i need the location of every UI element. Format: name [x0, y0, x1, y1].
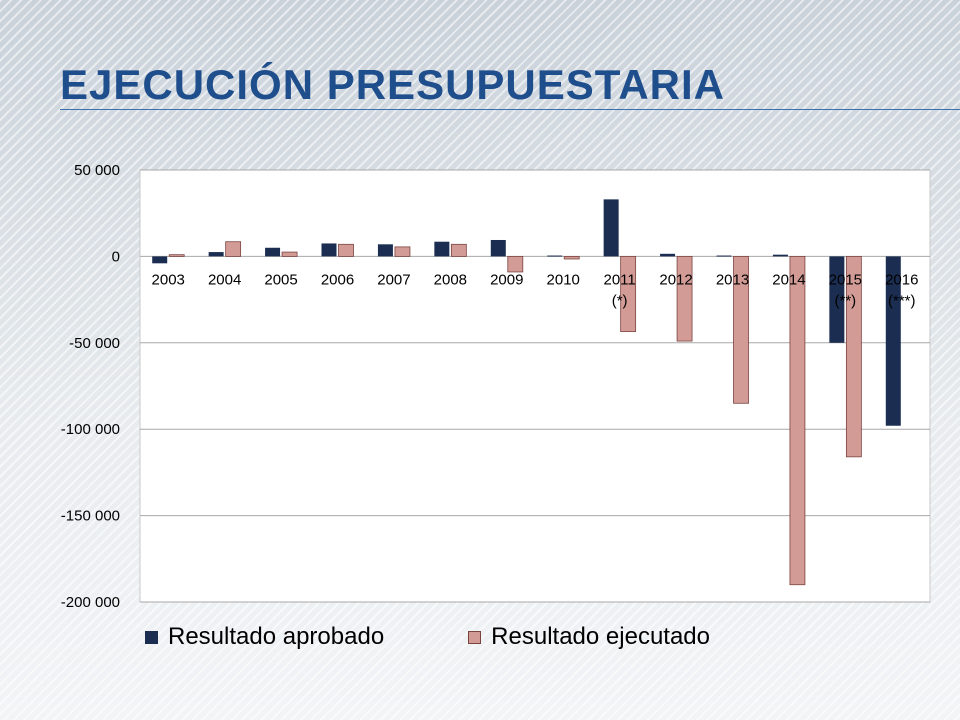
- legend: Resultado aprobado Resultado ejecutado: [145, 620, 935, 654]
- y-axis-labels: 50 000 0 -50 000 -100 000 -150 000 -200 000: [61, 162, 120, 611]
- bar-ejecutado: [168, 254, 185, 257]
- x-tick-label: 2008: [434, 271, 467, 288]
- bar-aprobado: [152, 256, 168, 264]
- y-tick-label: -200 000: [61, 594, 120, 611]
- bar-aprobado: [660, 253, 676, 257]
- bar-aprobado: [490, 239, 506, 257]
- x-tick-label: 2006: [321, 271, 354, 288]
- y-tick-label: -150 000: [61, 508, 120, 525]
- bar-ejecutado: [563, 255, 580, 260]
- legend-item-ejecutado: Resultado ejecutado: [468, 623, 710, 651]
- bar-ejecutado: [281, 251, 298, 257]
- bar-aprobado: [603, 199, 619, 257]
- title-underline: [60, 109, 960, 110]
- bar-aprobado: [829, 256, 845, 343]
- bar-ejecutado: [845, 255, 862, 458]
- x-tick-label: 2010: [547, 271, 580, 288]
- bar-ejecutado: [450, 243, 467, 257]
- bar-ejecutado: [676, 255, 693, 342]
- x-tick-label: 2009: [490, 271, 523, 288]
- bar-ejecutado: [620, 255, 637, 332]
- legend-label-ejecutado: Resultado ejecutado: [491, 623, 710, 650]
- bar-aprobado: [208, 252, 224, 257]
- x-tick-label: 2004: [208, 271, 241, 288]
- y-tick-label: 50 000: [74, 162, 120, 179]
- x-tick-label: 2007: [377, 271, 410, 288]
- x-tick-label: 2003: [152, 271, 185, 288]
- slide-title: Ejecución Presupuestaria: [60, 61, 725, 108]
- y-tick-label: -100 000: [61, 421, 120, 438]
- bar-ejecutado: [507, 255, 524, 273]
- bar-aprobado: [434, 241, 450, 257]
- bar-aprobado: [321, 243, 337, 257]
- bar-ejecutado: [733, 255, 749, 404]
- bar-ejecutado: [338, 243, 354, 257]
- x-tick-label: 2015 (**): [829, 271, 862, 309]
- bars: [152, 199, 901, 586]
- bar-aprobado: [716, 255, 732, 257]
- x-tick-label: 2013: [716, 271, 749, 288]
- x-axis-labels: 2003 2004 2005 2006 2007 2008 2009 2010 2011 (*) 2…: [152, 271, 919, 309]
- x-tick-label: 2005: [264, 271, 297, 288]
- bar-aprobado: [377, 244, 393, 257]
- x-tick-label: 2014: [772, 271, 805, 288]
- bar-ejecutado: [394, 246, 411, 257]
- legend-label-aprobado: Resultado aprobado: [168, 623, 385, 650]
- bar-aprobado: [265, 247, 281, 257]
- bar-ejecutado: [789, 255, 806, 586]
- legend-swatch-aprobado: [145, 630, 158, 644]
- bar-aprobado: [772, 254, 788, 257]
- x-tick-label: 2011 (*): [604, 271, 636, 309]
- x-tick-label: 2012: [659, 271, 692, 288]
- plot-area: [139, 169, 931, 603]
- y-tick-label: -50 000: [69, 335, 120, 352]
- bar-aprobado: [547, 255, 563, 257]
- legend-item-aprobado: Resultado aprobado: [145, 623, 384, 651]
- x-tick-label: 2016 (***): [885, 271, 918, 309]
- bar-ejecutado: [225, 241, 242, 257]
- bar-aprobado: [885, 256, 901, 426]
- legend-swatch-ejecutado: [468, 630, 482, 644]
- y-tick-label: 0: [112, 248, 120, 265]
